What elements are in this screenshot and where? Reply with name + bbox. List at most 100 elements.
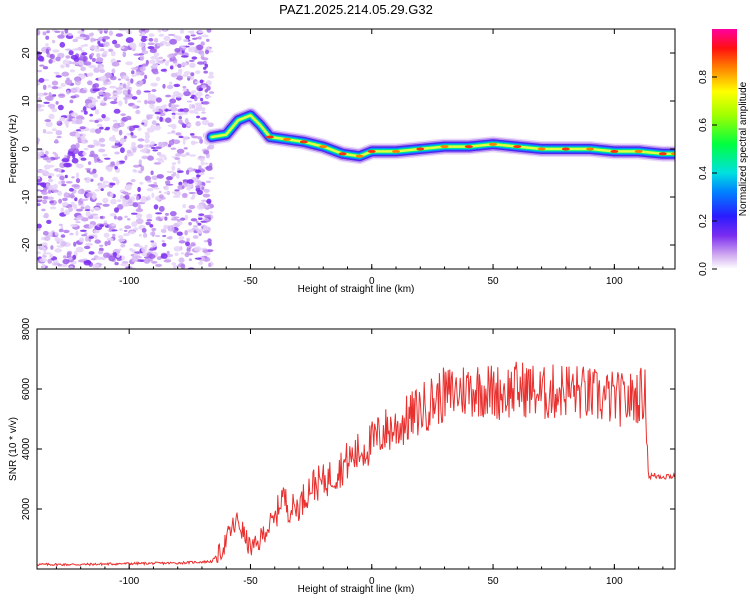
- noise-speck: [173, 83, 181, 88]
- noise-speck: [44, 119, 51, 122]
- noise-speck: [72, 38, 78, 43]
- noise-speck: [111, 223, 117, 227]
- noise-speck: [190, 30, 195, 35]
- noise-speck: [198, 261, 204, 266]
- noise-speck: [153, 37, 159, 43]
- noise-speck: [203, 240, 208, 243]
- noise-speck: [94, 239, 101, 244]
- noise-speck: [117, 238, 126, 242]
- noise-speck: [69, 99, 74, 104]
- noise-speck: [80, 198, 88, 202]
- noise-speck: [182, 74, 189, 77]
- noise-speck: [184, 35, 191, 39]
- noise-speck: [57, 190, 63, 196]
- noise-speck: [178, 70, 182, 76]
- noise-speck: [120, 243, 126, 248]
- ridge-peak: [561, 147, 570, 151]
- noise-speck: [108, 226, 112, 232]
- noise-speck: [193, 96, 198, 102]
- noise-speck: [167, 225, 171, 231]
- noise-speck: [173, 229, 178, 234]
- noise-speck: [84, 245, 91, 250]
- noise-speck: [37, 138, 40, 144]
- noise-speck: [67, 32, 73, 37]
- noise-speck: [41, 190, 48, 195]
- noise-speck: [47, 196, 54, 200]
- noise-speck: [68, 50, 74, 56]
- noise-speck: [205, 49, 209, 55]
- noise-speck: [147, 42, 155, 46]
- noise-speck: [170, 147, 177, 150]
- noise-speck: [47, 84, 52, 88]
- noise-speck: [145, 221, 151, 226]
- noise-speck: [44, 173, 52, 176]
- noise-speck: [98, 91, 104, 96]
- noise-speck: [197, 204, 204, 210]
- noise-speck: [134, 255, 142, 259]
- noise-speck: [54, 138, 59, 144]
- noise-speck: [147, 46, 155, 50]
- noise-speck: [132, 202, 139, 208]
- noise-speck: [141, 246, 148, 253]
- noise-speck: [92, 88, 100, 92]
- noise-speck: [159, 141, 166, 148]
- noise-speck: [60, 234, 66, 238]
- noise-speck: [164, 216, 168, 221]
- noise-speck: [142, 232, 148, 238]
- noise-speck: [190, 218, 198, 222]
- noise-speck: [115, 33, 124, 37]
- noise-speck: [188, 221, 192, 226]
- noise-speck: [71, 184, 80, 188]
- noise-speck: [169, 57, 173, 62]
- noise-speck: [54, 30, 61, 33]
- noise-speck: [103, 232, 110, 238]
- noise-speck: [39, 64, 45, 67]
- noise-speck: [128, 198, 133, 204]
- noise-speck: [151, 89, 157, 92]
- noise-speck: [168, 107, 172, 110]
- noise-speck: [79, 73, 86, 79]
- x-tick-label: 50: [487, 576, 499, 587]
- noise-speck: [200, 51, 205, 58]
- noise-speck: [120, 147, 125, 154]
- noise-speck: [99, 224, 105, 228]
- noise-speck: [180, 263, 186, 269]
- noise-speck: [183, 90, 191, 97]
- noise-speck: [196, 44, 204, 51]
- noise-speck: [90, 37, 94, 43]
- noise-speck: [37, 176, 41, 180]
- noise-speck: [38, 97, 42, 101]
- noise-speck: [196, 115, 201, 119]
- noise-speck: [135, 208, 143, 213]
- noise-speck: [185, 152, 190, 156]
- noise-speck: [90, 208, 95, 213]
- noise-speck: [78, 237, 85, 243]
- noise-speck: [174, 48, 181, 53]
- noise-speck: [178, 119, 183, 125]
- noise-speck: [140, 198, 148, 203]
- noise-speck: [190, 62, 195, 68]
- noise-speck: [96, 57, 104, 63]
- noise-speck: [149, 224, 154, 228]
- noise-speck: [197, 96, 202, 99]
- noise-speck: [195, 37, 199, 40]
- noise-speck: [166, 250, 170, 255]
- noise-speck: [190, 133, 195, 136]
- noise-speck: [51, 80, 59, 86]
- noise-speck: [120, 113, 126, 117]
- noise-speck: [110, 229, 118, 232]
- noise-speck: [164, 42, 171, 47]
- noise-speck: [48, 178, 54, 183]
- noise-speck: [166, 253, 173, 258]
- noise-speck: [207, 122, 214, 128]
- noise-speck: [45, 131, 54, 134]
- noise-speck: [65, 55, 71, 59]
- noise-speck: [56, 136, 62, 139]
- noise-speck: [188, 192, 196, 194]
- noise-speck: [37, 55, 44, 62]
- noise-speck: [102, 153, 108, 157]
- noise-speck: [99, 176, 104, 182]
- noise-speck: [63, 162, 71, 168]
- noise-speck: [130, 78, 134, 84]
- noise-speck: [201, 199, 207, 202]
